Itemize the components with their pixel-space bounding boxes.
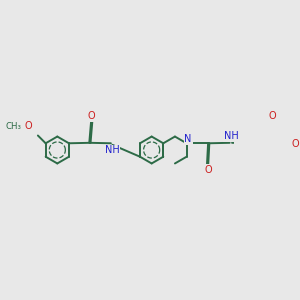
Text: CH₃: CH₃ <box>5 122 21 131</box>
Text: O: O <box>205 165 212 175</box>
Text: O: O <box>291 139 299 149</box>
Text: N: N <box>184 134 192 144</box>
Text: NH: NH <box>224 131 239 141</box>
Text: O: O <box>25 121 32 131</box>
Text: O: O <box>269 112 277 122</box>
Text: NH: NH <box>105 145 120 155</box>
Text: O: O <box>88 111 96 121</box>
